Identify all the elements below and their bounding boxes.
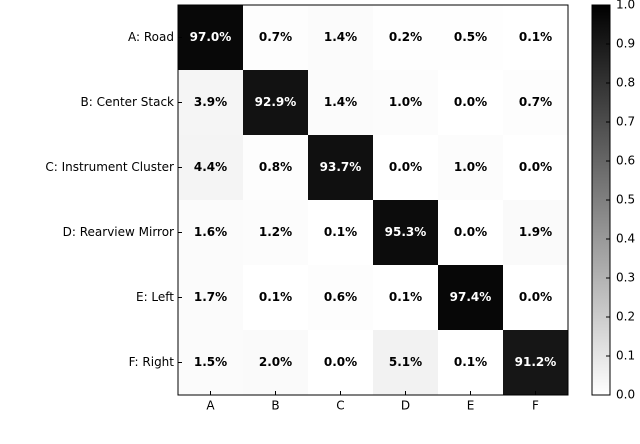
cell-label: 1.6% bbox=[194, 225, 227, 239]
heatmap-cell bbox=[438, 330, 503, 395]
cell-label: 0.1% bbox=[519, 30, 552, 44]
cell-label: 0.7% bbox=[259, 30, 292, 44]
cell-label: 0.6% bbox=[324, 290, 357, 304]
y-tick-label: B: Center Stack bbox=[80, 95, 174, 109]
heatmap-cell bbox=[503, 135, 568, 200]
colorbar-tick-label: 0.3 bbox=[616, 271, 635, 285]
cell-label: 5.1% bbox=[389, 355, 422, 369]
heatmap-cell bbox=[308, 5, 373, 70]
cell-label: 97.4% bbox=[450, 290, 492, 304]
heatmap-cell bbox=[308, 70, 373, 135]
cell-label: 95.3% bbox=[385, 225, 427, 239]
x-tick-label: C bbox=[336, 399, 344, 413]
heatmap-cell bbox=[178, 200, 243, 265]
cell-label: 0.8% bbox=[259, 160, 292, 174]
plot-frame bbox=[177, 4, 569, 396]
heatmap-cell bbox=[178, 135, 243, 200]
cell-label: 97.0% bbox=[190, 30, 232, 44]
cell-label: 0.0% bbox=[519, 160, 552, 174]
heatmap-cell bbox=[373, 330, 438, 395]
cell-label: 2.0% bbox=[259, 355, 292, 369]
cell-label: 0.1% bbox=[389, 290, 422, 304]
heatmap-cell bbox=[243, 5, 308, 70]
cell-label: 4.4% bbox=[194, 160, 227, 174]
cell-label: 0.0% bbox=[519, 290, 552, 304]
heatmap-cell bbox=[178, 330, 243, 395]
heatmap-cell bbox=[373, 135, 438, 200]
cell-label: 91.2% bbox=[515, 355, 557, 369]
cell-label: 1.9% bbox=[519, 225, 552, 239]
y-tick-label: A: Road bbox=[128, 30, 174, 44]
heatmap-cell bbox=[373, 5, 438, 70]
x-tick-label: B bbox=[271, 399, 279, 413]
heatmap-cell bbox=[438, 70, 503, 135]
cell-label: 93.7% bbox=[320, 160, 362, 174]
cell-label: 0.2% bbox=[389, 30, 422, 44]
heatmap-cell bbox=[438, 5, 503, 70]
heatmap-cell bbox=[503, 5, 568, 70]
cell-label: 1.7% bbox=[194, 290, 227, 304]
heatmap-cell bbox=[503, 200, 568, 265]
cell-label: 0.0% bbox=[389, 160, 422, 174]
heatmap-cell bbox=[503, 70, 568, 135]
heatmap-cell bbox=[178, 5, 243, 70]
x-tick-label: E bbox=[467, 399, 475, 413]
cell-label: 3.9% bbox=[194, 95, 227, 109]
cell-label: 0.1% bbox=[259, 290, 292, 304]
x-tick-label: A bbox=[206, 399, 215, 413]
y-tick-label: D: Rearview Mirror bbox=[63, 225, 174, 239]
heatmap-cell bbox=[438, 200, 503, 265]
colorbar-tick-label: 0.6 bbox=[616, 154, 635, 168]
y-tick-label: E: Left bbox=[136, 290, 174, 304]
colorbar-tick-label: 0.1 bbox=[616, 349, 635, 363]
cell-label: 0.1% bbox=[324, 225, 357, 239]
heatmap-cell bbox=[178, 265, 243, 330]
heatmap-cell bbox=[308, 265, 373, 330]
cell-label: 1.0% bbox=[454, 160, 487, 174]
cell-label: 1.4% bbox=[324, 30, 357, 44]
cell-label: 0.7% bbox=[519, 95, 552, 109]
cell-label: 1.0% bbox=[389, 95, 422, 109]
colorbar-tick-label: 0.7 bbox=[616, 115, 635, 129]
colorbar-tick-label: 1.0 bbox=[616, 0, 635, 12]
heatmap-cell bbox=[243, 265, 308, 330]
colorbar-tick-label: 0.2 bbox=[616, 310, 635, 324]
x-tick-label: F bbox=[532, 399, 539, 413]
heatmap-cell bbox=[373, 200, 438, 265]
y-tick-label: C: Instrument Cluster bbox=[45, 160, 174, 174]
colorbar-tick-label: 0.0 bbox=[616, 388, 635, 402]
heatmap-cell bbox=[243, 330, 308, 395]
y-tick-label: F: Right bbox=[129, 355, 175, 369]
heatmap-cell bbox=[373, 265, 438, 330]
colorbar-tick-label: 0.9 bbox=[616, 37, 635, 51]
heatmap-cell bbox=[308, 135, 373, 200]
cell-label: 1.4% bbox=[324, 95, 357, 109]
colorbar-tick-label: 0.4 bbox=[616, 232, 635, 246]
heatmap-cell bbox=[373, 70, 438, 135]
cell-label: 1.2% bbox=[259, 225, 292, 239]
cell-label: 0.1% bbox=[454, 355, 487, 369]
heatmap-cell bbox=[243, 135, 308, 200]
cell-label: 0.0% bbox=[324, 355, 357, 369]
heatmap-cell bbox=[438, 265, 503, 330]
cell-label: 0.0% bbox=[454, 95, 487, 109]
colorbar-tick-label: 0.5 bbox=[616, 193, 635, 207]
cell-label: 0.0% bbox=[454, 225, 487, 239]
heatmap-cell bbox=[503, 330, 568, 395]
cell-label: 92.9% bbox=[255, 95, 297, 109]
heatmap-cell bbox=[503, 265, 568, 330]
x-tick-label: D bbox=[401, 399, 410, 413]
heatmap-cell bbox=[308, 330, 373, 395]
cell-label: 0.5% bbox=[454, 30, 487, 44]
heatmap-cell bbox=[308, 200, 373, 265]
cell-label: 1.5% bbox=[194, 355, 227, 369]
heatmap-cell bbox=[438, 135, 503, 200]
heatmap-cell bbox=[243, 70, 308, 135]
colorbar-tick-label: 0.8 bbox=[616, 76, 635, 90]
heatmap-cell bbox=[178, 70, 243, 135]
heatmap-cell bbox=[243, 200, 308, 265]
